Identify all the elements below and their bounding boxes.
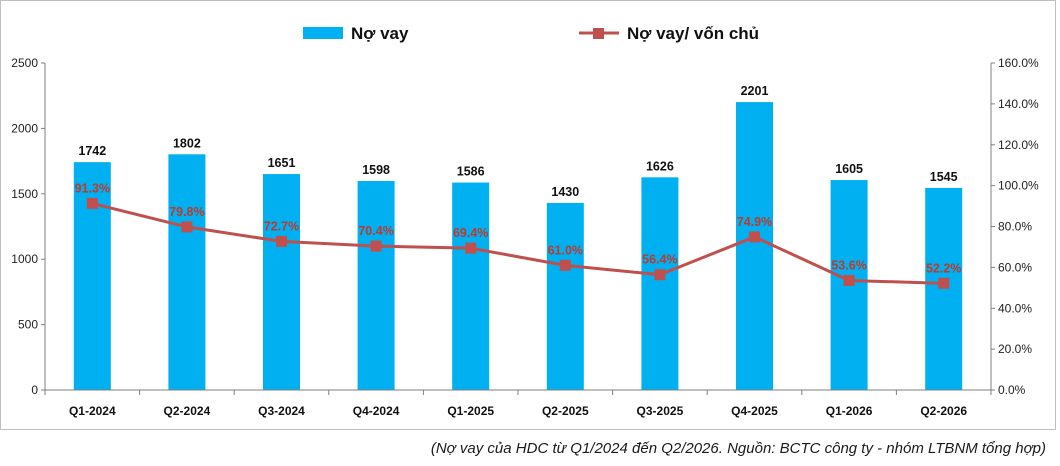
bar bbox=[925, 187, 963, 390]
bar bbox=[168, 154, 206, 390]
left-axis: 0 500 1000 1500 2000 2500 bbox=[11, 56, 46, 397]
category-label: Q1-2026 bbox=[826, 404, 873, 418]
line-series: 91.3% 79.8% 72.7% 70.4% 69.4% 61.0% 56.4% 74.9%… bbox=[75, 181, 961, 289]
bar-data-label: 1586 bbox=[457, 165, 485, 179]
category-label: Q4-2025 bbox=[731, 404, 778, 418]
left-tick-label: 2500 bbox=[11, 56, 38, 70]
right-tick-label: 20.0% bbox=[998, 342, 1032, 356]
right-tick-label: 60.0% bbox=[998, 260, 1032, 274]
right-axis: 0.0% 20.0% 40.0% 60.0% 80.0% 100.0% 120.0% 140.… bbox=[990, 56, 1039, 397]
line-data-label: 53.6% bbox=[831, 258, 866, 272]
bar-data-label: 1742 bbox=[78, 144, 106, 158]
bar bbox=[641, 177, 679, 390]
category-label: Q3-2025 bbox=[637, 404, 684, 418]
category-axis: Q1-2024 Q2-2024 Q3-2024 Q4-2024 Q1-2025 Q2-20… bbox=[44, 389, 992, 418]
bar bbox=[546, 202, 584, 390]
bar-series: 1742 1802 1651 1598 1586 1430 1626 2201 1605 1545 bbox=[73, 84, 963, 391]
series-line bbox=[91, 201, 944, 285]
bar-data-label: 1430 bbox=[551, 185, 579, 199]
left-tick-label: 1500 bbox=[11, 187, 38, 201]
right-tick-label: 160.0% bbox=[998, 56, 1039, 70]
line-marker bbox=[843, 274, 855, 286]
bar bbox=[736, 102, 773, 391]
left-tick-label: 0 bbox=[31, 383, 38, 397]
category-label: Q2-2024 bbox=[164, 404, 211, 418]
bar-data-label: 1545 bbox=[930, 170, 958, 184]
line-marker bbox=[370, 240, 382, 252]
line-data-label: 69.4% bbox=[453, 226, 488, 240]
line-data-label: 79.8% bbox=[169, 205, 204, 219]
legend-label-no-vay-von-chu: Nợ vay/ vốn chủ bbox=[627, 24, 759, 43]
chart-frame: Nợ vay Nợ vay/ vốn chủ 0 500 1000 1500 2000 2… bbox=[0, 0, 1056, 430]
left-tick-label: 1000 bbox=[11, 252, 38, 266]
bar-data-label: 2201 bbox=[741, 84, 769, 98]
right-tick-label: 140.0% bbox=[998, 97, 1039, 111]
line-marker bbox=[86, 197, 98, 209]
right-tick-label: 100.0% bbox=[998, 179, 1039, 193]
legend-label-no-vay: Nợ vay bbox=[351, 24, 409, 43]
line-marker bbox=[276, 235, 287, 247]
right-tick-label: 120.0% bbox=[998, 138, 1039, 152]
line-marker bbox=[938, 277, 950, 289]
line-data-label: 61.0% bbox=[548, 243, 583, 257]
category-label: Q2-2025 bbox=[542, 404, 589, 418]
line-marker bbox=[181, 221, 193, 233]
right-tick-label: 0.0% bbox=[998, 383, 1026, 397]
bar bbox=[263, 174, 300, 390]
line-data-label: 72.7% bbox=[264, 219, 299, 233]
left-tick-label: 2000 bbox=[11, 121, 38, 135]
bar-data-label: 1802 bbox=[173, 136, 201, 150]
legend-swatch-bar bbox=[303, 27, 343, 39]
legend-swatch-marker bbox=[593, 28, 604, 39]
line-marker bbox=[654, 269, 666, 281]
bar-data-label: 1651 bbox=[268, 156, 296, 170]
bar bbox=[73, 162, 111, 390]
bar bbox=[452, 182, 490, 390]
legend: Nợ vay Nợ vay/ vốn chủ bbox=[303, 24, 759, 43]
left-tick-label: 500 bbox=[18, 318, 38, 332]
category-label: Q1-2024 bbox=[69, 404, 116, 418]
category-label: Q1-2025 bbox=[447, 404, 494, 418]
bar-data-label: 1626 bbox=[646, 159, 674, 173]
line-data-label: 70.4% bbox=[358, 224, 393, 238]
line-marker bbox=[749, 231, 760, 243]
category-label: Q4-2024 bbox=[353, 404, 400, 418]
bar-data-label: 1605 bbox=[835, 162, 863, 176]
line-data-label: 56.4% bbox=[642, 253, 677, 267]
line-data-label: 91.3% bbox=[75, 181, 110, 195]
line-data-label: 74.9% bbox=[737, 215, 772, 229]
category-label: Q3-2024 bbox=[258, 404, 305, 418]
right-tick-label: 80.0% bbox=[998, 220, 1032, 234]
right-tick-label: 40.0% bbox=[998, 301, 1032, 315]
bar-data-label: 1598 bbox=[362, 163, 390, 177]
line-marker bbox=[559, 259, 571, 271]
chart-caption: (Nợ vay của HDC từ Q1/2024 đến Q2/2026. … bbox=[430, 440, 1046, 457]
bar bbox=[357, 180, 395, 390]
combo-chart: Nợ vay Nợ vay/ vốn chủ 0 500 1000 1500 2000 2… bbox=[11, 24, 1039, 418]
line-marker bbox=[465, 242, 477, 254]
line-data-label: 52.2% bbox=[926, 261, 961, 275]
category-label: Q2-2026 bbox=[920, 404, 967, 418]
